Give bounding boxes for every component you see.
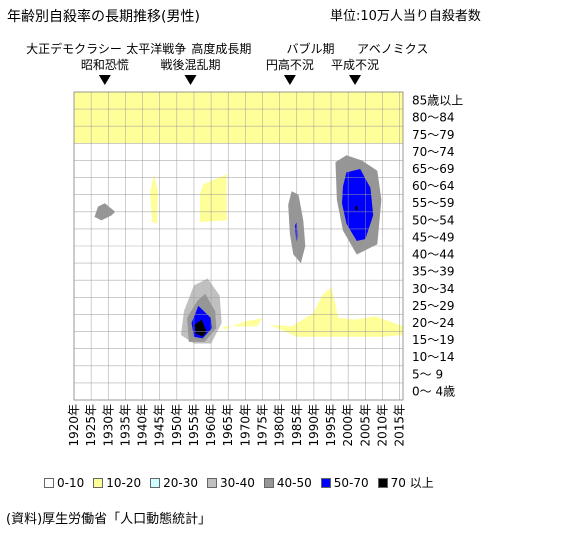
y-tick-label: 0〜 4歳 [412,384,455,398]
y-tick-label: 75〜79 [412,128,455,142]
region-8 [123,326,142,335]
x-tick-label: 1965年 [221,404,235,447]
region-14 [354,204,358,211]
event-arrow-icon [283,75,296,85]
legend-label: 10-20 [106,475,142,490]
legend-label: 0-10 [57,475,85,490]
y-tick-label: 80〜84 [412,111,455,125]
event-label: バブル期 [286,41,334,56]
legend-item: 70 以上 [377,474,434,491]
region-1 [199,174,227,223]
y-tick-label: 65〜69 [412,162,455,176]
legend-swatch [93,477,104,488]
event-arrow-icon [98,75,111,85]
legend-item: 10-20 [93,476,141,490]
x-tick-label: 1990年 [307,404,321,447]
x-tick-label: 1975年 [255,404,269,447]
legend-swatch [150,477,161,488]
event-label: 高度成長期 [191,41,251,56]
event-label: 大正デモクラシー [26,41,122,56]
legend-swatch [206,477,217,488]
chart-title: 年齢別自殺率の長期推移(男性) [7,9,200,25]
y-tick-label: 40〜44 [412,248,455,262]
event-label: 戦後混乱期 [161,58,221,72]
legend-label: 30-40 [219,475,255,490]
x-tick-label: 1930年 [101,404,115,447]
region-3 [269,287,403,337]
x-tick-label: 1940年 [136,404,150,447]
x-tick-label: 1950年 [170,404,184,447]
y-tick-label: 15〜19 [412,333,455,347]
legend-label: 40-50 [276,475,312,490]
x-tick-label: 1955年 [187,404,201,447]
legend-swatch [320,477,331,488]
event-label: 円高不況 [266,57,314,72]
legend-swatch [44,477,54,488]
legend-item: 50-70 [320,475,369,490]
y-tick-label: 60〜64 [412,179,455,193]
unit-label: 単位:10万人当り自殺者数 [330,9,481,24]
legend-label: 50-70 [333,475,369,490]
x-tick-label: 1995年 [324,404,338,447]
legend-item: 20-30 [150,476,198,490]
y-tick-label: 35〜39 [412,265,455,279]
event-arrow-icon [349,75,362,85]
y-tick-label: 25〜29 [412,299,455,313]
x-tick-label: 2000年 [341,404,355,447]
x-tick-label: 2005年 [358,404,372,447]
plot-frame [73,91,404,401]
region-2 [223,317,263,330]
x-tick-label: 2010年 [375,404,389,447]
legend-swatch [377,477,388,488]
event-label: 太平洋戦争 [126,41,186,56]
legend-label: 70 以上 [390,476,434,490]
x-tick-label: 1945年 [153,404,167,447]
x-tick-label: 2015年 [393,404,407,447]
event-arrow-icon [184,75,197,85]
x-tick-label: 1935年 [118,404,132,447]
y-tick-label: 45〜49 [412,230,455,244]
event-label: 平成不況 [331,57,379,72]
x-tick-label: 1920年 [67,404,81,447]
event-label: 昭和恐慌 [81,58,129,72]
y-tick-label: 20〜24 [412,316,455,330]
x-tick-label: 1925年 [84,404,98,447]
band-10-20 [74,92,403,144]
y-tick-label: 30〜34 [412,282,455,296]
y-tick-label: 5〜 9 [412,367,443,381]
region-0 [150,174,158,224]
legend-swatch [263,477,274,488]
source-note: (資料)厚生労働省「人口動態統計」 [6,512,212,527]
y-tick-label: 85歳以上 [412,94,463,108]
legend-item: 40-50 [263,475,312,490]
region-7 [194,319,207,337]
heatmap-chart: 1920年 1925年 1930年 1935年 1940年 1945年 1950年 1955年… [26,41,463,447]
y-tick-label: 10〜14 [412,350,455,364]
legend: 0-10 10-20 20-30 30-40 40-50 50-70 70 以上 [44,474,443,491]
x-tick-label: 1985年 [290,404,304,447]
legend-label: 20-30 [163,475,198,490]
legend-item: 0-10 [44,476,84,490]
legend-item: 30-40 [206,475,255,490]
x-tick-label: 1960年 [204,404,218,447]
y-tick-label: 50〜54 [412,213,455,227]
x-tick-label: 1970年 [238,404,252,447]
event-label: アベノミクス [357,42,428,56]
y-tick-label: 55〜59 [412,196,455,210]
y-tick-label: 70〜74 [412,145,455,159]
x-tick-label: 1980年 [273,404,287,447]
